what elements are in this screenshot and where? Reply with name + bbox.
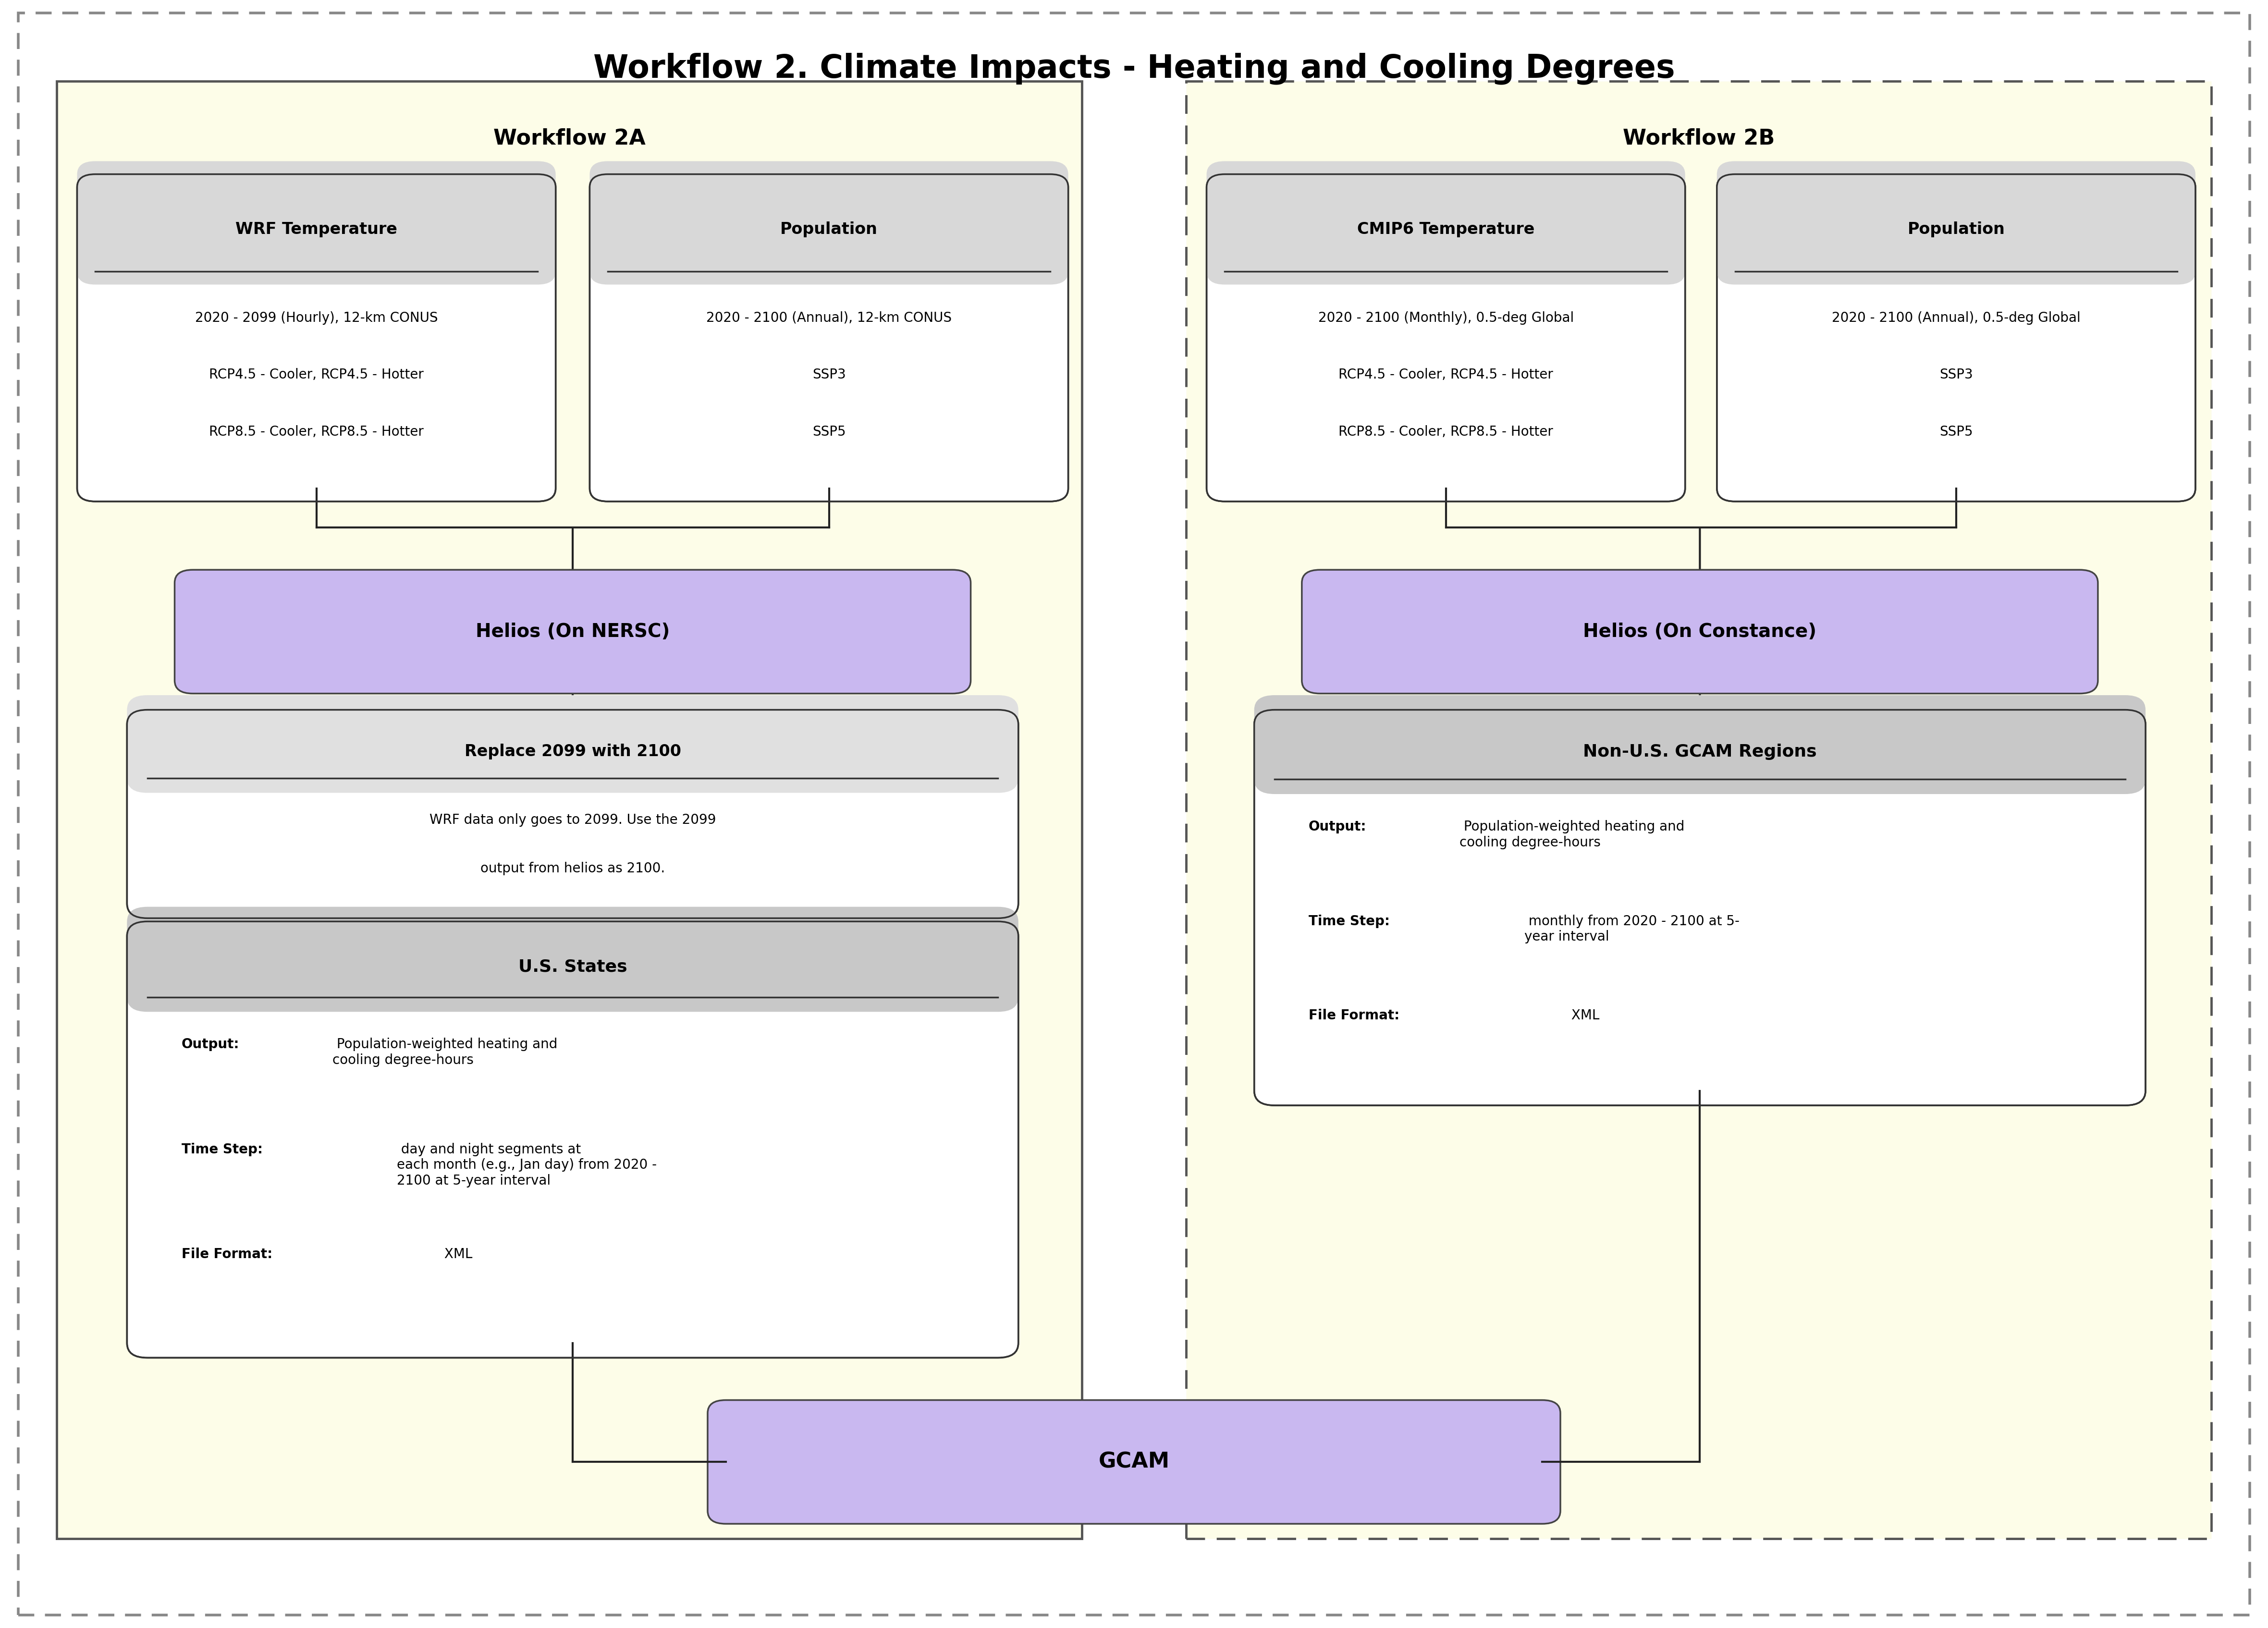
Text: Time Step:: Time Step: — [181, 1143, 263, 1156]
Text: SSP5: SSP5 — [1939, 425, 1973, 438]
FancyBboxPatch shape — [175, 570, 971, 694]
Text: RCP4.5 - Cooler, RCP4.5 - Hotter: RCP4.5 - Cooler, RCP4.5 - Hotter — [209, 368, 424, 381]
Text: U.S. States: U.S. States — [517, 959, 628, 975]
Text: RCP4.5 - Cooler, RCP4.5 - Hotter: RCP4.5 - Cooler, RCP4.5 - Hotter — [1338, 368, 1554, 381]
Text: Workflow 2A: Workflow 2A — [492, 129, 646, 148]
FancyBboxPatch shape — [1254, 710, 2146, 1105]
FancyBboxPatch shape — [127, 921, 1018, 1358]
Text: RCP8.5 - Cooler, RCP8.5 - Hotter: RCP8.5 - Cooler, RCP8.5 - Hotter — [209, 425, 424, 438]
FancyBboxPatch shape — [1717, 161, 2195, 285]
Text: Population: Population — [780, 221, 878, 238]
FancyBboxPatch shape — [1302, 570, 2098, 694]
Bar — [147, 752, 998, 778]
FancyBboxPatch shape — [127, 907, 1018, 1013]
Text: 2020 - 2099 (Hourly), 12-km CONUS: 2020 - 2099 (Hourly), 12-km CONUS — [195, 311, 438, 324]
Text: File Format:: File Format: — [181, 1247, 272, 1262]
FancyBboxPatch shape — [77, 161, 556, 285]
Text: Population: Population — [1907, 221, 2005, 238]
Text: day and night segments at
each month (e.g., Jan day) from 2020 -
2100 at 5-year : day and night segments at each month (e.… — [397, 1143, 658, 1187]
Text: XML: XML — [440, 1247, 472, 1262]
Text: Output:: Output: — [181, 1039, 240, 1052]
Text: Time Step:: Time Step: — [1309, 915, 1390, 928]
FancyBboxPatch shape — [77, 174, 556, 501]
Text: Population-weighted heating and
cooling degree-hours: Population-weighted heating and cooling … — [331, 1039, 558, 1066]
Text: monthly from 2020 - 2100 at 5-
year interval: monthly from 2020 - 2100 at 5- year inte… — [1524, 915, 1740, 944]
Text: Replace 2099 with 2100: Replace 2099 with 2100 — [465, 744, 680, 759]
Bar — [1735, 230, 2177, 272]
FancyBboxPatch shape — [590, 174, 1068, 501]
Text: RCP8.5 - Cooler, RCP8.5 - Hotter: RCP8.5 - Cooler, RCP8.5 - Hotter — [1338, 425, 1554, 438]
Text: Helios (On NERSC): Helios (On NERSC) — [476, 622, 669, 641]
Text: SSP3: SSP3 — [812, 368, 846, 381]
FancyBboxPatch shape — [1207, 174, 1685, 501]
Text: GCAM: GCAM — [1098, 1452, 1170, 1472]
Text: SSP3: SSP3 — [1939, 368, 1973, 381]
FancyBboxPatch shape — [127, 710, 1018, 918]
FancyBboxPatch shape — [590, 161, 1068, 285]
Text: Workflow 2. Climate Impacts - Heating and Cooling Degrees: Workflow 2. Climate Impacts - Heating an… — [594, 52, 1674, 85]
FancyBboxPatch shape — [57, 81, 1082, 1538]
Text: Workflow 2B: Workflow 2B — [1622, 129, 1776, 148]
Bar — [95, 230, 538, 272]
Text: CMIP6 Temperature: CMIP6 Temperature — [1356, 221, 1535, 238]
Text: Helios (On Constance): Helios (On Constance) — [1583, 622, 1817, 641]
Text: 2020 - 2100 (Annual), 0.5-deg Global: 2020 - 2100 (Annual), 0.5-deg Global — [1833, 311, 2080, 324]
FancyBboxPatch shape — [1254, 695, 2146, 794]
Text: output from helios as 2100.: output from helios as 2100. — [481, 861, 665, 876]
FancyBboxPatch shape — [127, 695, 1018, 793]
Bar — [1275, 752, 2125, 780]
FancyBboxPatch shape — [1207, 161, 1685, 285]
Text: File Format:: File Format: — [1309, 1009, 1399, 1022]
Text: Non-U.S. GCAM Regions: Non-U.S. GCAM Regions — [1583, 744, 1817, 760]
FancyBboxPatch shape — [1186, 81, 2211, 1538]
Text: Output:: Output: — [1309, 821, 1368, 834]
Text: XML: XML — [1567, 1009, 1599, 1022]
Bar — [608, 230, 1050, 272]
Bar — [147, 967, 998, 996]
Text: 2020 - 2100 (Annual), 12-km CONUS: 2020 - 2100 (Annual), 12-km CONUS — [705, 311, 953, 324]
Text: WRF data only goes to 2099. Use the 2099: WRF data only goes to 2099. Use the 2099 — [429, 814, 717, 827]
Text: 2020 - 2100 (Monthly), 0.5-deg Global: 2020 - 2100 (Monthly), 0.5-deg Global — [1318, 311, 1574, 324]
Text: WRF Temperature: WRF Temperature — [236, 221, 397, 238]
Text: Population-weighted heating and
cooling degree-hours: Population-weighted heating and cooling … — [1461, 821, 1685, 850]
Text: SSP5: SSP5 — [812, 425, 846, 438]
FancyBboxPatch shape — [1717, 174, 2195, 501]
Bar — [1225, 230, 1667, 272]
FancyBboxPatch shape — [708, 1400, 1560, 1524]
